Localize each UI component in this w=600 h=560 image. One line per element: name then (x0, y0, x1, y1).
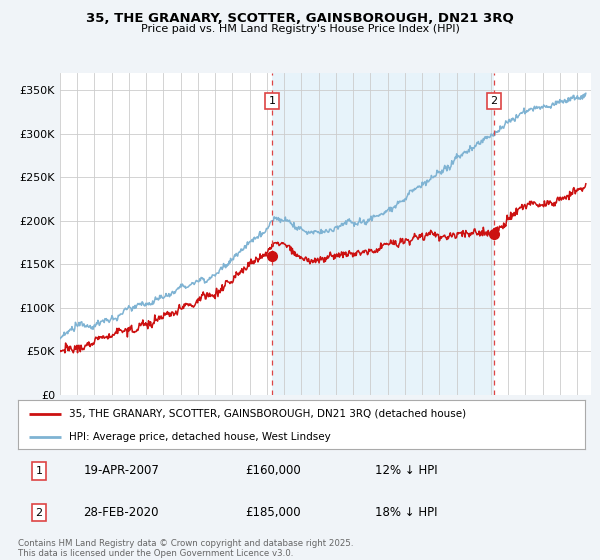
Text: 1: 1 (35, 466, 43, 476)
Text: 2: 2 (35, 507, 43, 517)
Text: Contains HM Land Registry data © Crown copyright and database right 2025.
This d: Contains HM Land Registry data © Crown c… (18, 539, 353, 558)
Text: 18% ↓ HPI: 18% ↓ HPI (375, 506, 438, 519)
Text: 19-APR-2007: 19-APR-2007 (83, 464, 159, 478)
Text: 2: 2 (490, 96, 497, 106)
Text: 12% ↓ HPI: 12% ↓ HPI (375, 464, 438, 478)
Text: HPI: Average price, detached house, West Lindsey: HPI: Average price, detached house, West… (69, 432, 331, 442)
Text: 35, THE GRANARY, SCOTTER, GAINSBOROUGH, DN21 3RQ: 35, THE GRANARY, SCOTTER, GAINSBOROUGH, … (86, 12, 514, 25)
Text: £160,000: £160,000 (245, 464, 301, 478)
Text: 1: 1 (269, 96, 275, 106)
Text: £185,000: £185,000 (245, 506, 301, 519)
Text: Price paid vs. HM Land Registry's House Price Index (HPI): Price paid vs. HM Land Registry's House … (140, 24, 460, 34)
Text: 35, THE GRANARY, SCOTTER, GAINSBOROUGH, DN21 3RQ (detached house): 35, THE GRANARY, SCOTTER, GAINSBOROUGH, … (69, 409, 466, 419)
Text: 28-FEB-2020: 28-FEB-2020 (83, 506, 159, 519)
Bar (272, 73, 494, 395)
